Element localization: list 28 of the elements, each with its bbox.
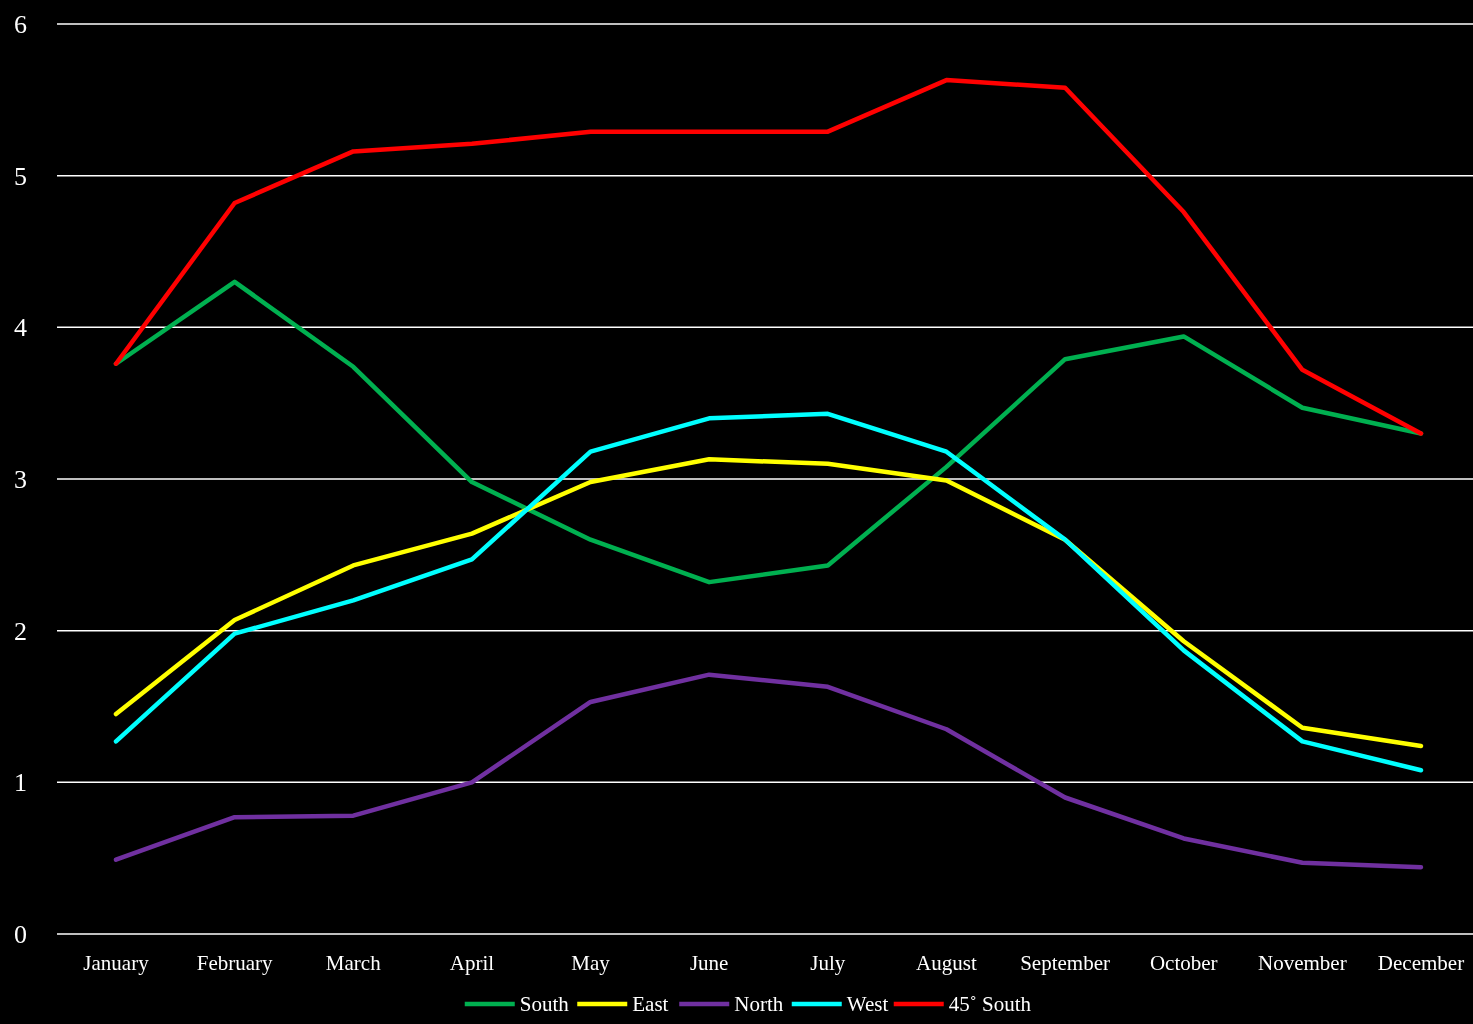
x-tick-label: October: [1149, 951, 1218, 975]
x-tick-label: November: [1258, 951, 1347, 975]
y-tick-label: 2: [14, 616, 27, 646]
y-tick-label: 5: [14, 161, 27, 191]
x-tick-label: December: [1377, 951, 1465, 975]
legend-label: South: [519, 992, 570, 1016]
x-tick-label: January: [83, 951, 150, 975]
x-tick-label: February: [196, 951, 274, 975]
line-series: [113, 457, 1424, 749]
y-tick-label: 3: [14, 465, 27, 495]
legend-label: West: [846, 992, 889, 1016]
x-tick-label: June: [689, 951, 729, 975]
x-tick-label: April: [449, 951, 495, 975]
y-tick-label: 0: [14, 920, 27, 950]
y-tick-label: 1: [14, 768, 27, 798]
x-tick-label: September: [1020, 951, 1110, 975]
legend-label: East: [632, 992, 669, 1016]
line-series: [113, 672, 1424, 870]
legend-label: 45˚ South: [948, 992, 1032, 1016]
y-tick-label: 6: [14, 10, 27, 40]
x-tick-label: August: [916, 951, 977, 975]
line-series: [113, 77, 1424, 436]
x-tick-label: March: [325, 951, 382, 975]
line-series: [113, 411, 1424, 773]
x-tick-label: May: [571, 951, 611, 975]
legend-label: North: [734, 992, 784, 1016]
y-tick-label: 4: [14, 313, 27, 343]
x-tick-label: July: [810, 951, 846, 975]
